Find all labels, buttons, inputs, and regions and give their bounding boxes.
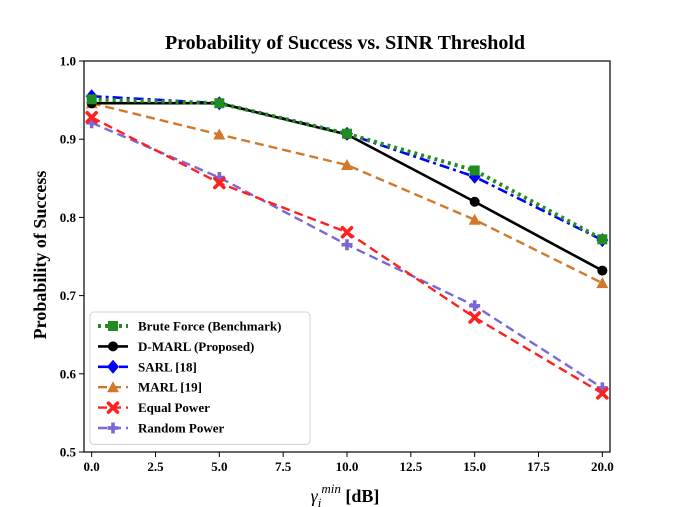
- chart-title: Probability of Success vs. SINR Threshol…: [165, 32, 525, 54]
- x-axis-label-sup: min: [321, 481, 341, 496]
- x-tick-label: 5.0: [211, 459, 227, 474]
- data-point: [213, 128, 226, 140]
- data-point: [340, 225, 354, 239]
- legend-marker: [106, 401, 120, 414]
- legend-marker: [108, 341, 118, 352]
- x-tick-label: 2.5: [147, 459, 164, 474]
- legend-label: MARL [19]: [138, 380, 202, 395]
- y-tick-label: 0.6: [60, 366, 77, 381]
- legend-marker: [107, 359, 119, 374]
- y-axis-label: Probability of Success: [30, 171, 50, 340]
- x-tick-label: 20.0: [591, 459, 614, 474]
- x-axis-label: γimin [dB]: [311, 481, 380, 507]
- x-tick-label: 10.0: [336, 459, 359, 474]
- data-point: [468, 311, 481, 324]
- x-tick-label: 12.5: [399, 459, 422, 474]
- data-point: [596, 387, 609, 400]
- legend-label: D-MARL (Proposed): [138, 339, 254, 354]
- legend-marker: [107, 381, 119, 393]
- legend-label: Brute Force (Benchmark): [138, 319, 281, 334]
- data-point: [597, 265, 608, 276]
- x-tick-label: 17.5: [527, 459, 550, 474]
- y-tick-label: 1.0: [60, 54, 76, 69]
- data-point: [597, 234, 608, 245]
- ticks: 0.0 2.5 5.0 7.5 10.0 12.5 15.0 17.5 20.0 0.5 0.6 0.…: [60, 54, 614, 475]
- data-point: [213, 176, 226, 190]
- series-line: [91, 102, 603, 285]
- data-point: [85, 111, 98, 124]
- legend-frame: [89, 311, 311, 445]
- legend-label: Random Power: [138, 421, 225, 436]
- data-point: [468, 213, 481, 225]
- data-point: [469, 165, 480, 176]
- legend-label: Equal Power: [138, 400, 210, 415]
- x-tick-label: 0.0: [84, 459, 100, 474]
- series-line: [91, 97, 604, 242]
- data-point: [342, 128, 352, 139]
- data-point: [341, 239, 353, 251]
- x-axis-label-unit: [dB]: [341, 486, 380, 506]
- legend-marker: [107, 422, 119, 434]
- y-tick-label: 0.7: [60, 288, 77, 303]
- x-tick-label: 7.5: [275, 459, 292, 474]
- data-point: [469, 300, 481, 312]
- data-point: [86, 94, 97, 105]
- data-point: [469, 196, 480, 207]
- plot-frame: [83, 60, 611, 453]
- series-markers: [85, 89, 609, 400]
- x-tick-label: 15.0: [463, 459, 486, 474]
- x-axis-label-sub: i: [318, 495, 322, 507]
- data-point: [214, 98, 225, 109]
- data-point: [596, 277, 609, 289]
- y-tick-label: 0.5: [60, 445, 77, 460]
- y-tick-label: 0.8: [60, 210, 77, 225]
- x-axis-label-var: γ: [311, 486, 319, 506]
- y-tick-label: 0.9: [60, 132, 77, 147]
- data-point: [341, 159, 353, 171]
- legend: Brute Force (Benchmark) D-MARL (Proposed)…: [89, 311, 311, 445]
- legend-marker: [108, 321, 118, 331]
- legend-label: SARL [18]: [138, 359, 197, 374]
